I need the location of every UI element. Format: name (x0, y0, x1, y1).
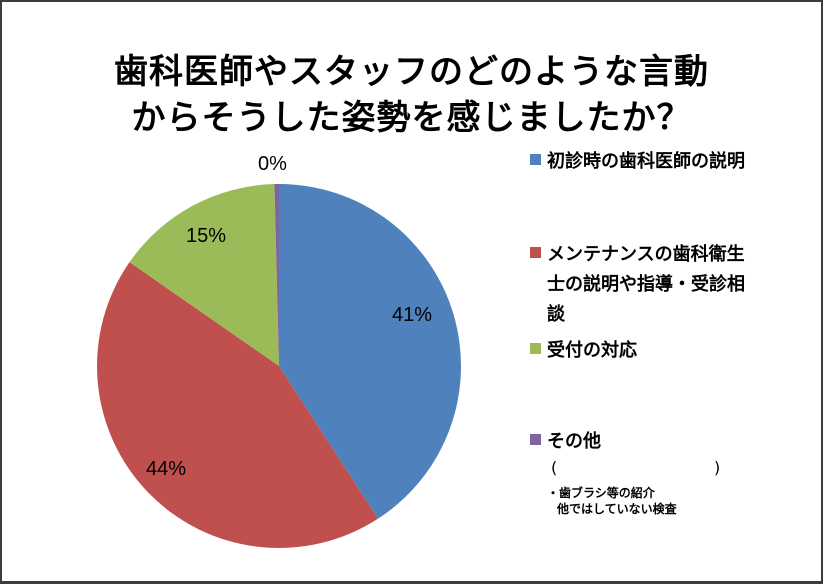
other-note-line-1: ・歯ブラシ等の紹介 (547, 486, 655, 500)
pie-slice-1 (97, 262, 379, 548)
data-label-purple: 0% (258, 153, 287, 175)
legend-label: メンテナンスの歯科衛生士の説明や指導・受診相談 (547, 244, 745, 325)
pie-slice-0 (279, 184, 461, 519)
pie-slice-2 (129, 184, 279, 366)
legend-label: 受付の対応 (547, 340, 637, 361)
legend-swatch-blue (530, 154, 541, 165)
legend-label: その他 (547, 431, 601, 452)
chart-title-line-1: 歯科医師やスタッフのどのような言動 (114, 52, 709, 92)
other-note-line-2: 他ではしていない検査 (557, 502, 677, 516)
other-paren-open: ( (551, 458, 558, 477)
legend-item-hygienist: メンテナンスの歯科衛生士の説明や指導・受診相談 (530, 240, 757, 330)
legend-item-initial-dentist: 初診時の歯科医師の説明 (530, 147, 797, 177)
chart-title-line-2: からそうした姿勢を感じましたか？ (131, 98, 692, 138)
other-paren-close: ) (714, 458, 721, 477)
pie-slice-3 (274, 184, 279, 366)
data-label-red: 44% (146, 458, 187, 480)
legend-swatch-purple (530, 434, 541, 445)
legend-swatch-red (530, 247, 541, 258)
legend-item-reception: 受付の対応 (530, 336, 797, 366)
pie-slices (97, 184, 461, 548)
legend-label: 初診時の歯科医師の説明 (547, 151, 745, 172)
data-label-blue: 41% (392, 304, 433, 326)
data-label-green: 15% (186, 225, 227, 247)
legend-item-other: その他 (530, 427, 797, 457)
legend-swatch-green (530, 343, 541, 354)
